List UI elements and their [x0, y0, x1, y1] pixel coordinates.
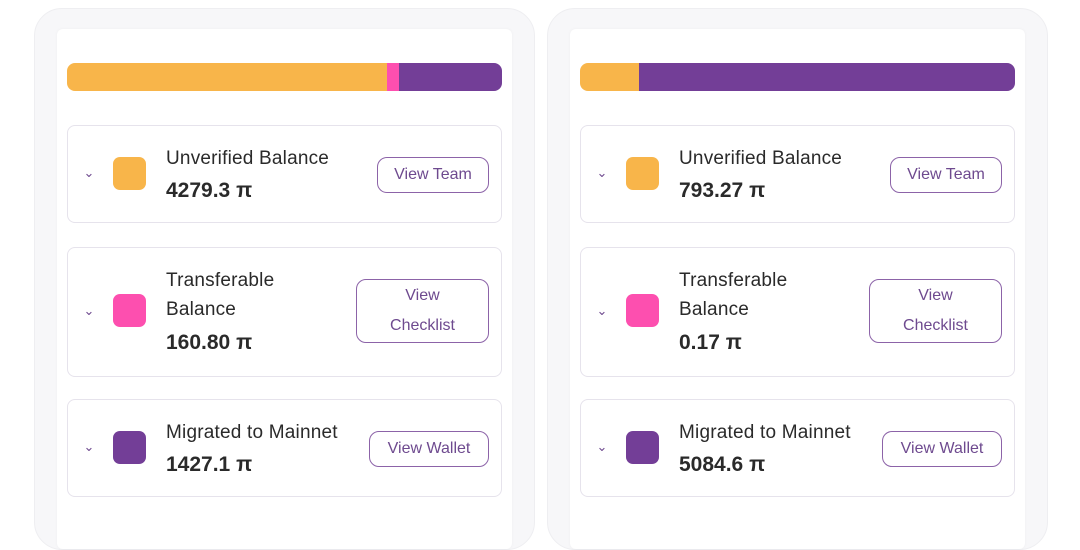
- chevron-down-icon[interactable]: ⌄: [83, 303, 95, 318]
- transferable-color-swatch: [626, 294, 659, 327]
- unverified-color-swatch: [113, 157, 146, 190]
- chevron-down-icon[interactable]: ⌄: [596, 165, 608, 180]
- row-unverified-balance[interactable]: ⌄ Unverified Balance 793.27 π View Team: [580, 125, 1015, 223]
- row-amount: 1427.1 π: [166, 453, 253, 476]
- row-amount: 793.27 π: [679, 179, 766, 202]
- row-amount: 4279.3 π: [166, 179, 253, 202]
- bar-segment-migrated: [398, 63, 502, 91]
- view-team-button[interactable]: View Team: [377, 157, 489, 193]
- transferable-color-swatch: [113, 294, 146, 327]
- row-amount: 160.80 π: [166, 331, 253, 354]
- view-wallet-button[interactable]: View Wallet: [369, 431, 489, 467]
- balance-card: ⌄ Unverified Balance 793.27 π View Team …: [570, 29, 1025, 549]
- row-label: Unverified Balance: [166, 148, 330, 169]
- balance-bar: [580, 63, 1015, 91]
- row-label: Migrated to Mainnet: [679, 422, 851, 443]
- bar-segment-transferable: [386, 63, 399, 91]
- migrated-color-swatch: [626, 431, 659, 464]
- chevron-down-icon[interactable]: ⌄: [596, 303, 608, 318]
- row-label: Migrated to Mainnet: [166, 422, 338, 443]
- bar-segment-unverified: [580, 63, 639, 91]
- button-label-line2: Checklist: [390, 317, 455, 334]
- chevron-down-icon[interactable]: ⌄: [83, 439, 95, 454]
- unverified-color-swatch: [626, 157, 659, 190]
- button-label-line2: Checklist: [903, 317, 968, 334]
- row-transferable-balance[interactable]: ⌄ Transferable Balance 0.17 π View Check…: [580, 247, 1015, 377]
- row-label-line1: Transferable: [166, 270, 275, 291]
- bar-segment-unverified: [67, 63, 387, 91]
- balance-bar: [67, 63, 502, 91]
- chevron-down-icon[interactable]: ⌄: [83, 165, 95, 180]
- row-migrated-to-mainnet[interactable]: ⌄ Migrated to Mainnet 1427.1 π View Wall…: [67, 399, 502, 497]
- balance-panel-right: ⌄ Unverified Balance 793.27 π View Team …: [547, 8, 1048, 550]
- chevron-down-icon[interactable]: ⌄: [596, 439, 608, 454]
- row-label-line2: Balance: [679, 299, 750, 320]
- balance-card: ⌄ Unverified Balance 4279.3 π View Team …: [57, 29, 512, 549]
- bar-segment-migrated: [638, 63, 1015, 91]
- row-label-line2: Balance: [166, 299, 237, 320]
- row-label: Unverified Balance: [679, 148, 843, 169]
- row-amount: 5084.6 π: [679, 453, 766, 476]
- view-team-button[interactable]: View Team: [890, 157, 1002, 193]
- row-label-line1: Transferable: [679, 270, 788, 291]
- view-checklist-button[interactable]: View Checklist: [356, 279, 489, 343]
- balance-panel-left: ⌄ Unverified Balance 4279.3 π View Team …: [34, 8, 535, 550]
- row-amount: 0.17 π: [679, 331, 742, 354]
- row-transferable-balance[interactable]: ⌄ Transferable Balance 160.80 π View Che…: [67, 247, 502, 377]
- button-label-line1: View: [405, 287, 440, 304]
- view-checklist-button[interactable]: View Checklist: [869, 279, 1002, 343]
- view-wallet-button[interactable]: View Wallet: [882, 431, 1002, 467]
- button-label-line1: View: [918, 287, 953, 304]
- row-unverified-balance[interactable]: ⌄ Unverified Balance 4279.3 π View Team: [67, 125, 502, 223]
- migrated-color-swatch: [113, 431, 146, 464]
- row-migrated-to-mainnet[interactable]: ⌄ Migrated to Mainnet 5084.6 π View Wall…: [580, 399, 1015, 497]
